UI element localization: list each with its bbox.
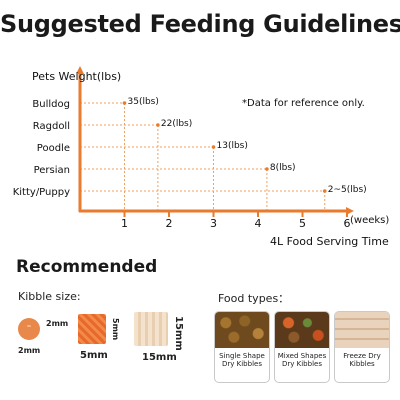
food-type-single-shape-card: Single Shape Dry Kibbles [214,311,270,383]
y-tick-label: Poodle [37,143,70,154]
food-type-mixed-shapes-label: Mixed Shapes Dry Kibbles [277,352,327,368]
page-title: Suggested Feeding Guidelines [0,10,400,38]
x-tick-labels: 1 2 3 4 5 6 [121,211,351,230]
data-point [211,145,216,149]
single-shape-kibble-image [215,312,269,348]
food-types-label: Food types： [218,292,290,305]
data-point [265,167,269,171]
y-tick-labels: Bulldog Ragdoll Poodle Persian Kitty/Puppy [13,99,70,198]
kibble-5mm-width-label: 5mm [80,350,108,361]
x-unit-label: (weeks) [350,215,389,226]
kibble-2mm-sample [18,318,40,340]
mixed-shapes-kibble-image [275,312,329,348]
recommended-heading: Recommended [16,257,158,277]
reference-note: *Data for reference only. [242,98,365,109]
guide-lines [80,102,326,211]
data-point [322,189,327,193]
kibble-5mm-height-label: 5mm [111,318,120,341]
y-tick-label: Persian [34,165,70,176]
point-value-label: 2~5(lbs) [328,185,367,195]
x-tick-label: 3 [210,217,217,230]
point-value-label: 13(lbs) [217,141,248,151]
point-value-label: 35(lbs) [128,97,159,107]
x-tick-label: 1 [121,217,128,230]
y-tick-label: Ragdoll [33,121,70,132]
data-point [122,101,127,105]
x-axis-title: 4L Food Serving Time [270,235,389,248]
y-axis-title: Pets Weight(lbs) [32,70,121,83]
x-tick-label: 5 [299,217,306,230]
data-point [156,123,160,127]
food-type-mixed-shapes-card: Mixed Shapes Dry Kibbles [274,311,330,383]
point-value-label: 22(lbs) [161,119,192,129]
kibble-5mm-sample [78,314,106,344]
point-value-label: 8(lbs) [270,163,296,173]
kibble-15mm-width-label: 15mm [142,352,177,363]
y-tick-label: Kitty/Puppy [13,187,70,198]
point-labels: 35(lbs) 22(lbs) 13(lbs) 8(lbs) 2~5(lbs) [122,97,367,195]
y-tick-label: Bulldog [32,99,70,110]
kibble-2mm-width-label: 2mm [18,346,41,355]
kibble-2mm-height-label: 2mm [46,319,69,328]
food-type-freeze-dry-label: Freeze Dry Kibbles [343,352,381,368]
food-type-freeze-dry-card: Freeze Dry Kibbles [334,311,390,383]
x-tick-label: 2 [166,217,173,230]
x-tick-label: 4 [255,217,262,230]
x-tick-label: 6 [344,217,351,230]
food-type-single-shape-label: Single Shape Dry Kibbles [219,352,265,368]
kibble-15mm-height-label: 15mm [173,316,184,351]
kibble-15mm-sample [134,312,168,346]
kibble-size-label: Kibble size: [18,290,81,303]
freeze-dry-kibble-image [335,312,389,348]
feeding-chart: Bulldog Ragdoll Poodle Persian Kitty/Puppy 1… [13,66,389,248]
